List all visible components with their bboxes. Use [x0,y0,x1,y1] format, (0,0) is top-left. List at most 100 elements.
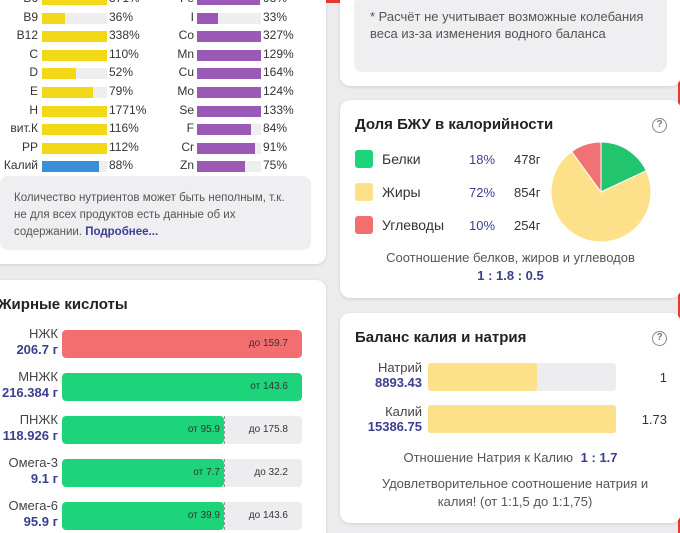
mineral-name: I [190,9,194,24]
bju-pie-chart [550,141,652,243]
bju-ratio-label: Соотношение белков, жиров и углеводов [386,250,635,265]
mineral-percent: 33% [263,9,288,24]
mineral-percent: 129% [263,46,294,61]
vitamin-name: C [29,46,38,61]
sodium-ratio: 1 [659,370,667,385]
vitamin-row: вит.К 116% [0,121,160,137]
balance-help-icon[interactable]: ? [652,331,667,346]
fatty-acid-threshold: до 175.8 [248,424,288,435]
vitamin-percent: 79% [109,84,134,98]
balance-card: Баланс калия и натрия ? Натрий 8893.43 1… [340,313,680,523]
vitamin-percent: 116% [109,121,139,136]
bju-help-icon[interactable]: ? [652,118,667,133]
fatty-acid-bar [62,416,224,444]
mineral-name: Cr [181,139,194,154]
vitamin-track [42,31,107,43]
vitamin-track [42,0,107,5]
mineral-bar [197,142,256,154]
vitamin-bar [42,124,107,136]
fatty-acid-row: МНЖК 216.384 г от 143.6 [0,367,320,407]
balance-title: Баланс калия и натрия [355,329,527,346]
sodium-track [428,363,616,391]
potassium-value: 15386.75 [367,419,422,434]
mineral-name: Mo [177,84,194,98]
vitamin-percent: 112% [109,139,139,154]
mineral-name: F [186,121,194,136]
mineral-row: Co 327% [160,28,320,44]
fatty-acids-title: Жирные кислоты [0,296,128,313]
vitamin-track [42,142,107,154]
mineral-track [197,31,261,43]
fatty-acid-name: Омега-6 [8,498,58,513]
mineral-row: Fe 98% [160,0,320,7]
bju-title: Доля БЖУ в калорийности [355,116,554,133]
mineral-name: Co [178,28,194,43]
balance-verdict: Удовлетворительное соотношение натрия и … [381,476,649,509]
mineral-track [197,49,261,61]
vitamin-track [42,68,107,80]
fat-slice [550,150,652,243]
fatty-acid-threshold-line [224,459,225,487]
mineral-row: Cu 164% [160,65,320,81]
fatty-acid-track: до 159.7 [62,330,302,358]
vitamin-percent: 36% [109,9,134,24]
mineral-bar [197,31,261,43]
vitamin-name: PP [21,139,38,154]
mineral-row: Se 133% [160,103,320,119]
mineral-bar [197,87,261,98]
vitamin-row: H 1771% [0,103,160,119]
mineral-bar [197,12,219,24]
vitamin-percent: 52% [109,65,134,80]
fatty-acid-row: НЖК 206.7 г до 159.7 [0,324,320,364]
protein-percent: 18% [469,152,496,167]
vitamin-name: B12 [16,28,38,43]
fatty-acids-card: Жирные кислоты НЖК 206.7 г до 159.7 МНЖК 216… [0,280,326,533]
protein-grams: 478г [514,152,541,167]
carbs-label: Углеводы [382,217,445,233]
mineral-bar [197,49,261,61]
mineral-percent: 164% [263,65,294,80]
fatty-acid-value: 9.1 г [30,471,58,486]
fatty-acid-bar [62,459,224,487]
mineral-track [197,87,261,98]
mineral-percent: 124% [263,84,294,98]
mineral-bar [197,68,261,80]
vitamin-bar [42,31,107,43]
fatty-acid-name: ПНЖК [19,412,58,427]
vitamin-track [42,87,107,98]
fatty-acid-value: 118.926 г [2,428,58,443]
more-link[interactable]: Подробнее... [85,226,159,238]
fat-label: Жиры [382,184,421,200]
vitamin-name: вит.К [10,121,38,136]
carbs-percent: 10% [469,218,496,233]
vitamin-bar [42,68,76,80]
fatty-acid-name: Омега-3 [8,455,58,470]
fatty-acid-threshold: от 143.6 [250,381,288,392]
vitamin-bar [42,161,100,173]
fatty-acid-value: 206.7 г [16,342,58,357]
protein-slice [600,141,647,193]
relation-row: Отношение Натрия к Калию 1 : 1.7 [340,450,680,465]
protein-label: Белки [382,151,421,167]
vitamin-row: C 110% [0,47,160,63]
mineral-row: Zn 75% [160,158,320,174]
protein-swatch [355,150,373,168]
vitamin-percent: 110% [109,46,139,61]
mineral-track [197,0,261,5]
mineral-row: Mo 124% [160,84,320,100]
vitamin-name: E [29,84,38,98]
fat-grams: 854г [514,185,541,200]
vitamin-name: H [29,102,38,117]
potassium-track [428,405,616,433]
vitamin-row: B6 371% [0,0,160,7]
mineral-row: Cr 91% [160,140,320,156]
fatty-acid-track: от 95.9 до 175.8 [62,416,302,444]
fatty-acid-row: ПНЖК 118.926 г от 95.9 до 175.8 [0,410,320,450]
mineral-row: Mn 129% [160,47,320,63]
fatty-acid-track: от 143.6 [62,373,302,401]
sodium-label: Натрий [377,360,422,375]
vitamin-bar [42,87,94,98]
nutrients-note-box: Количество нутриентов может быть неполны… [0,176,311,250]
vitamin-row: B9 36% [0,10,160,26]
potassium-bar [428,405,616,433]
